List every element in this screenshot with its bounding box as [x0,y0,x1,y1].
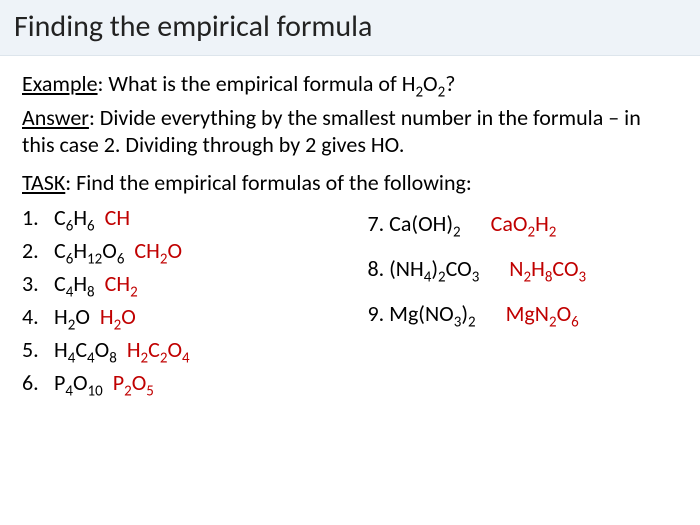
answer-line: Answer: Divide everything by the smalles… [22,104,678,159]
item-question: C6H12O6 [54,237,124,264]
item-number: 4. [22,303,44,330]
item-number: 2. [22,237,44,264]
item-question: H2O [54,303,90,330]
list-item: 8. (NH4)2CO3 N2H8CO3 [367,255,688,282]
example-label: Example [22,70,98,97]
answer-text: : Divide everything by the smallest numb… [22,104,641,159]
item-answer: CaO2H2 [491,210,557,237]
list-item: 2. C6H12O6 CH2O [22,237,343,264]
item-question: 8. (NH4)2CO3 [367,255,479,282]
list-item: 1. C6H6 CH [22,204,343,231]
item-question: 9. Mg(NO3)2 [367,300,475,327]
task-columns: 1. C6H6 CH 2. C6H12O6 CH2O 3. C4H8 CH2 4… [22,204,678,396]
item-answer: MgN2O6 [506,300,579,327]
list-item: 7. Ca(OH)2 CaO2H2 [367,210,688,237]
item-number: 3. [22,270,44,297]
list-item: 6. P4O10 P2O5 [22,369,343,396]
list-item: 5. H4C4O8 H2C2O4 [22,336,343,363]
task-label: TASK [22,169,65,196]
item-question: C6H6 [54,204,95,231]
item-answer: CH [105,204,130,231]
list-item: 3. C4H8 CH2 [22,270,343,297]
example-text: : What is the empirical formula of H2O2? [98,70,456,97]
slide-content: Example: What is the empirical formula o… [0,56,700,396]
item-number: 5. [22,336,44,363]
title-bar: Finding the empirical formula [0,0,700,56]
task-text: : Find the empirical formulas of the fol… [65,169,471,196]
item-number: 6. [22,369,44,396]
item-question: P4O10 [54,369,103,396]
item-answer: P2O5 [113,369,154,396]
task-line: TASK: Find the empirical formulas of the… [22,169,678,196]
item-answer: N2H8CO3 [509,255,586,282]
item-question: H4C4O8 [54,336,117,363]
item-answer: CH2O [134,237,182,264]
item-number: 1. [22,204,44,231]
item-question: 7. Ca(OH)2 [367,210,460,237]
slide-title: Finding the empirical formula [14,8,686,45]
item-answer: H2O [100,303,136,330]
answer-label: Answer [22,104,89,131]
item-question: C4H8 [54,270,95,297]
left-column: 1. C6H6 CH 2. C6H12O6 CH2O 3. C4H8 CH2 4… [22,204,343,396]
item-answer: H2C2O4 [127,336,190,363]
example-line: Example: What is the empirical formula o… [22,70,678,98]
list-item: 9. Mg(NO3)2 MgN2O6 [367,300,688,327]
item-answer: CH2 [105,270,138,297]
list-item: 4. H2O H2O [22,303,343,330]
right-column: 7. Ca(OH)2 CaO2H2 8. (NH4)2CO3 N2H8CO3 9… [367,204,688,396]
